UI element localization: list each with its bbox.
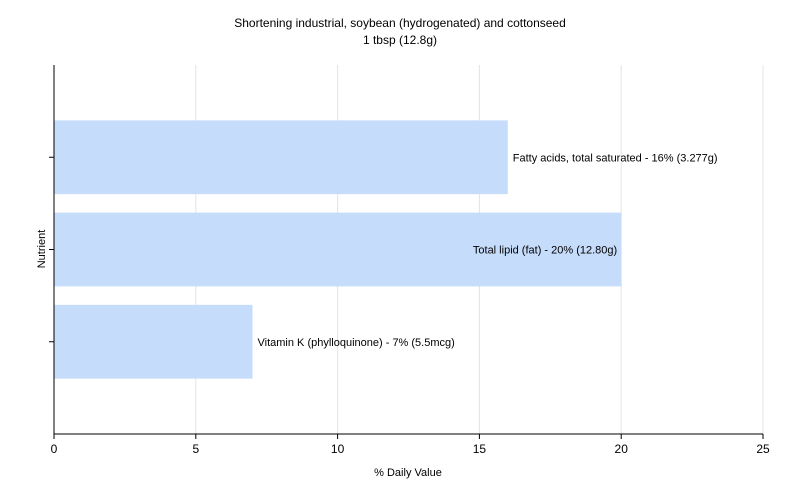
x-tick-label: 20 xyxy=(615,442,629,456)
bar-labels: Fatty acids, total saturated - 16% (3.27… xyxy=(258,152,718,349)
y-axis-ticks xyxy=(49,156,54,343)
bars xyxy=(54,120,622,379)
x-tick-label: 5 xyxy=(192,442,199,456)
chart-title: Shortening industrial, soybean (hydrogen… xyxy=(234,16,566,30)
chart-subtitle: 1 tbsp (12.8g) xyxy=(363,33,437,47)
x-tick-label: 15 xyxy=(473,442,487,456)
x-tick-label: 0 xyxy=(51,442,58,456)
x-tick-label: 25 xyxy=(756,442,770,456)
y-axis-label: Nutrient xyxy=(36,230,48,269)
bar xyxy=(54,120,508,195)
bar xyxy=(54,304,253,379)
x-axis-label: % Daily Value xyxy=(374,467,442,479)
x-axis-ticks: 0 5 10 15 20 25 xyxy=(51,434,770,456)
bar-data-label: Fatty acids, total saturated - 16% (3.27… xyxy=(513,152,718,164)
bar xyxy=(54,212,622,287)
bar-data-label: Total lipid (fat) - 20% (12.80g) xyxy=(473,245,617,257)
bar-data-label: Vitamin K (phylloquinone) - 7% (5.5mcg) xyxy=(258,337,455,349)
x-tick-label: 10 xyxy=(331,442,345,456)
